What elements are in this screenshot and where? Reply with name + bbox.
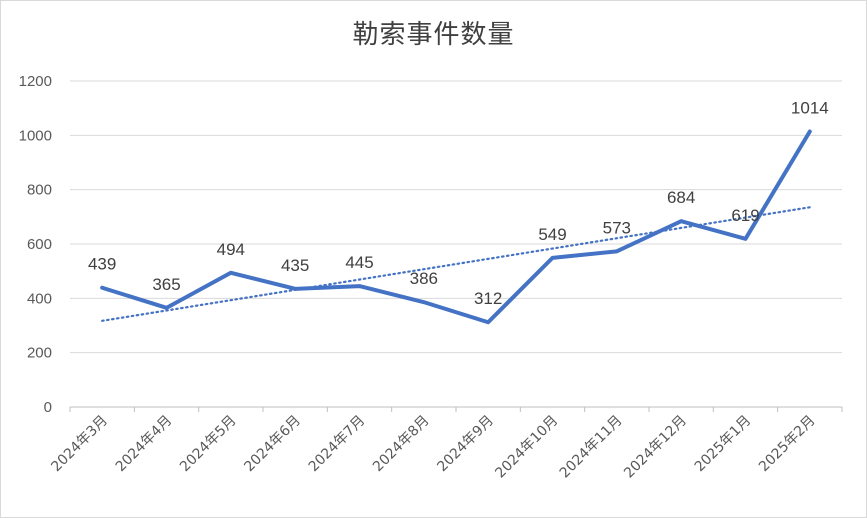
- x-tick-label: 2024年11月: [557, 413, 626, 482]
- data-label: 619: [731, 206, 759, 225]
- x-tick-label: 2024年5月: [177, 413, 240, 476]
- x-tick-label: 2024年4月: [113, 413, 176, 476]
- data-label: 494: [217, 240, 245, 259]
- x-tick-label: 2025年1月: [692, 413, 755, 476]
- x-tick-label: 2024年8月: [370, 413, 433, 476]
- y-tick-label: 600: [27, 236, 52, 253]
- x-axis: 2024年3月 2024年4月 2024年5月 2024年6月 2024年7月 2024年…: [48, 406, 843, 482]
- data-label: 445: [345, 253, 373, 272]
- data-label: 386: [410, 269, 438, 288]
- x-tick-label: 2024年3月: [48, 413, 111, 476]
- x-tick-label: 2024年10月: [492, 413, 561, 482]
- series-line: [100, 129, 812, 325]
- y-axis: 0 200 400 600 800 1000 1200: [19, 73, 52, 416]
- data-label: 435: [281, 256, 309, 275]
- data-series: [100, 129, 812, 325]
- data-label: 1014: [791, 99, 829, 118]
- data-label: 549: [538, 225, 566, 244]
- x-tick-label: 2024年9月: [434, 413, 497, 476]
- y-tick-label: 400: [27, 290, 52, 307]
- y-tick-label: 1200: [19, 73, 52, 90]
- data-label: 684: [667, 188, 695, 207]
- y-tick-label: 0: [44, 399, 52, 416]
- data-label: 312: [474, 289, 502, 308]
- trendline: [101, 206, 811, 322]
- y-tick-label: 200: [27, 345, 52, 362]
- x-tick-label: 2024年7月: [306, 413, 369, 476]
- chart-title: 勒索事件数量: [352, 20, 515, 50]
- data-labels: 439 365 494 435 445 386 312 549 573 684 619 1014: [88, 99, 829, 309]
- y-tick-label: 1000: [19, 127, 52, 144]
- y-tick-label: 800: [27, 182, 52, 199]
- x-tick-label: 2024年12月: [621, 413, 690, 482]
- x-tick-label: 2024年6月: [241, 413, 304, 476]
- trendline-line: [101, 206, 811, 322]
- data-label: 439: [88, 255, 116, 274]
- gridlines: [70, 80, 842, 354]
- x-tick-label: 2025年2月: [756, 413, 819, 476]
- data-label: 573: [603, 218, 631, 237]
- data-label: 365: [152, 275, 180, 294]
